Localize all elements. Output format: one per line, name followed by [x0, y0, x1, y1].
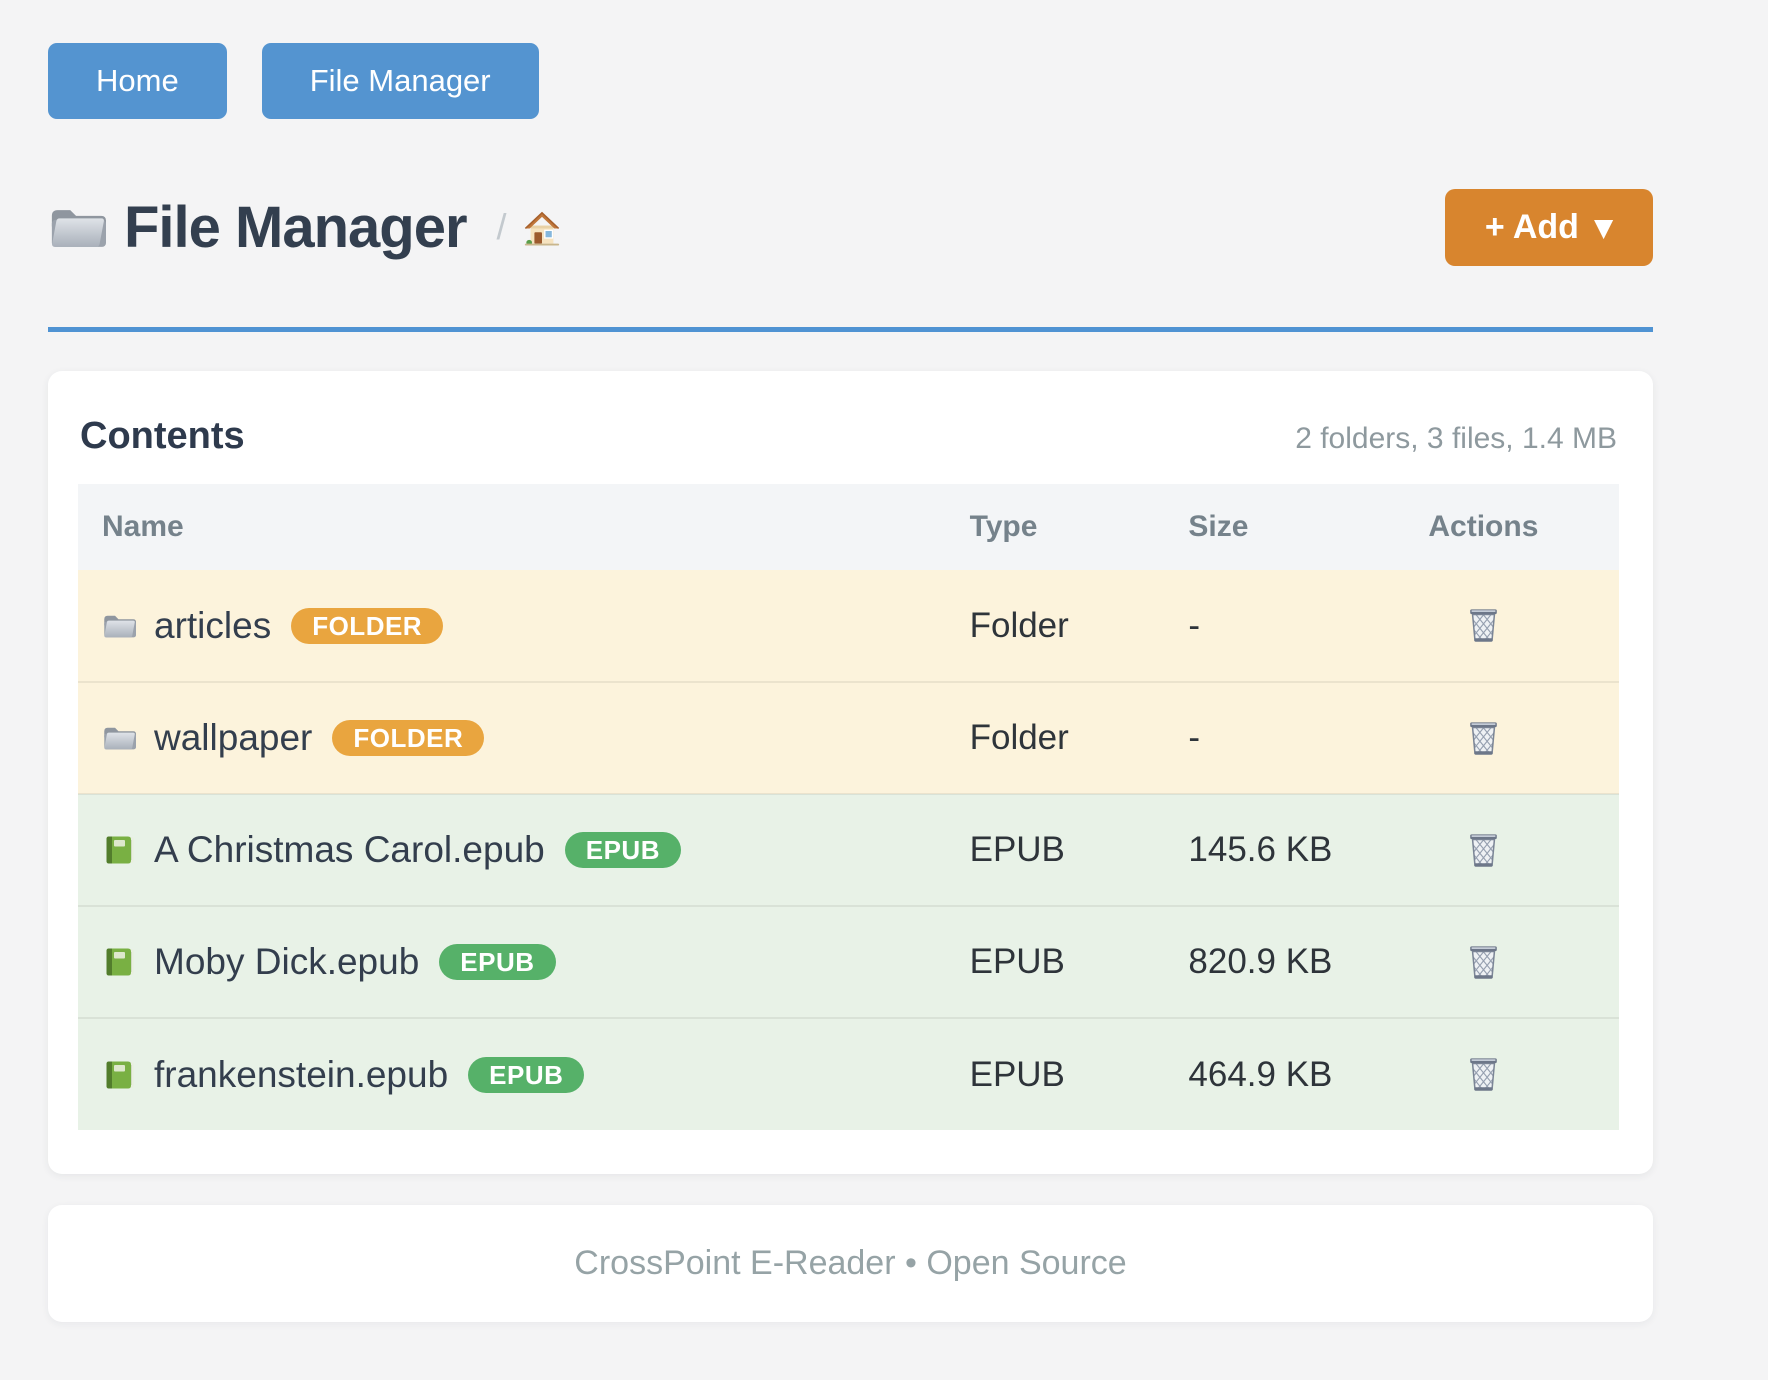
trash-icon	[1470, 721, 1497, 755]
contents-card-header: Contents 2 folders, 3 files, 1.4 MB	[78, 415, 1619, 458]
delete-button[interactable]	[1462, 827, 1505, 873]
home-button[interactable]: Home	[48, 43, 227, 119]
top-nav: Home File Manager	[48, 43, 1653, 119]
file-size-cell: -	[1188, 605, 1201, 645]
file-type-cell: Folder	[969, 605, 1069, 645]
title-wrap: File Manager /	[48, 194, 561, 261]
contents-summary: 2 folders, 3 files, 1.4 MB	[1295, 422, 1617, 455]
folder-icon	[48, 204, 106, 251]
file-type-cell: EPUB	[969, 830, 1065, 869]
caret-down-icon: ▼	[1593, 212, 1614, 242]
folder-icon	[102, 723, 136, 753]
file-type-badge: EPUB	[468, 1056, 585, 1093]
file-type-badge: EPUB	[564, 832, 681, 868]
file-table-header: Name Type Size Actions	[78, 484, 1619, 570]
column-header-size: Size	[1164, 484, 1348, 570]
add-button[interactable]: + Add ▼	[1445, 188, 1653, 266]
column-header-type: Type	[945, 484, 1165, 570]
file-name-link[interactable]: wallpaper	[154, 717, 313, 758]
file-size-cell: -	[1188, 718, 1201, 757]
file-type-cell: Folder	[969, 718, 1069, 757]
table-row: Moby Dick.epub EPUB EPUB 820.9 KB	[78, 906, 1619, 1018]
contents-card: Contents 2 folders, 3 files, 1.4 MB Name…	[48, 371, 1653, 1174]
contents-heading: Contents	[80, 415, 245, 457]
file-type-cell: EPUB	[969, 1054, 1065, 1094]
book-icon	[102, 835, 136, 865]
add-button-label: + Add	[1484, 207, 1579, 246]
column-header-actions: Actions	[1347, 484, 1619, 570]
file-size-cell: 820.9 KB	[1188, 942, 1333, 981]
delete-button[interactable]	[1462, 715, 1505, 761]
file-name-link[interactable]: Moby Dick.epub	[154, 941, 420, 982]
file-name-link[interactable]: frankenstein.epub	[154, 1053, 449, 1095]
file-type-badge: EPUB	[439, 944, 556, 980]
page-title: File Manager	[124, 194, 468, 260]
table-row: articles FOLDER Folder -	[78, 570, 1619, 682]
table-row: wallpaper FOLDER Folder -	[78, 682, 1619, 794]
table-row: A Christmas Carol.epub EPUB EPUB 145.6 K…	[78, 794, 1619, 906]
breadcrumb-separator: /	[496, 206, 507, 247]
trash-icon	[1470, 1058, 1497, 1091]
file-name-link[interactable]: articles	[154, 604, 272, 646]
file-manager-button[interactable]: File Manager	[261, 43, 539, 119]
book-icon	[102, 947, 136, 977]
file-table: Name Type Size Actions	[78, 484, 1619, 1130]
trash-icon	[1470, 609, 1497, 642]
footer-text: CrossPoint E-Reader • Open Source	[574, 1244, 1127, 1282]
file-table-body: articles FOLDER Folder -	[78, 570, 1619, 1130]
page: Home File Manager File Manager /	[48, 0, 1653, 1322]
delete-button[interactable]	[1462, 939, 1505, 985]
trash-icon	[1470, 945, 1497, 979]
book-icon	[102, 1060, 136, 1090]
file-type-badge: FOLDER	[332, 720, 485, 756]
folder-icon	[102, 611, 136, 641]
breadcrumb: /	[497, 206, 561, 248]
delete-button[interactable]	[1462, 1051, 1505, 1097]
home-icon[interactable]	[523, 209, 561, 246]
column-header-name: Name	[78, 484, 946, 570]
file-type-cell: EPUB	[969, 942, 1065, 981]
file-type-badge: FOLDER	[291, 607, 444, 644]
delete-button[interactable]	[1462, 602, 1505, 648]
file-size-cell: 464.9 KB	[1188, 1054, 1333, 1094]
file-size-cell: 145.6 KB	[1188, 830, 1333, 869]
file-name-link[interactable]: A Christmas Carol.epub	[154, 829, 545, 870]
footer: CrossPoint E-Reader • Open Source	[48, 1205, 1653, 1322]
trash-icon	[1470, 833, 1497, 867]
header-divider	[48, 327, 1653, 332]
table-row: frankenstein.epub EPUB EPUB 464.9 KB	[78, 1018, 1619, 1130]
page-header: File Manager / + A	[48, 188, 1653, 266]
